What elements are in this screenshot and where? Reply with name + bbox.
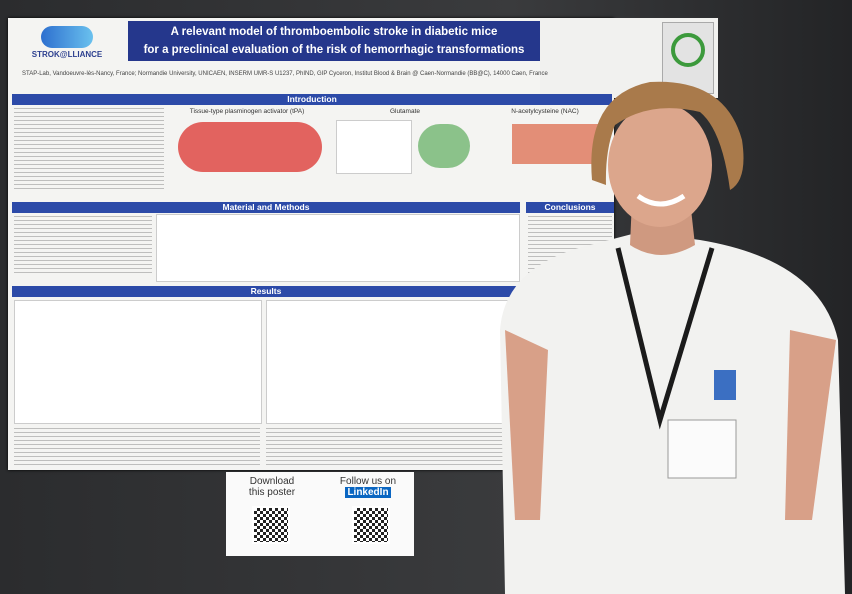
figure xyxy=(418,124,470,168)
qr-code xyxy=(352,506,390,544)
arm xyxy=(785,330,836,520)
title-line: for a preclinical evaluation of the risk… xyxy=(143,44,525,56)
badge-icon xyxy=(671,33,705,67)
linkedin-label: LinkedIn xyxy=(345,487,391,498)
section-header: Material and Methods xyxy=(12,202,520,213)
pin xyxy=(714,370,736,400)
qr-sign: Download this poster Follow us on Linked… xyxy=(226,472,414,556)
text-block xyxy=(14,108,164,192)
sign-text: Download this poster xyxy=(232,476,312,498)
lanyard xyxy=(615,247,715,430)
figure xyxy=(512,124,598,164)
results-figure xyxy=(14,300,262,424)
panel-title: Tissue-type plasminogen activator (tPA) xyxy=(189,108,305,115)
face xyxy=(608,103,712,227)
poster-title: A relevant model of thromboembolic strok… xyxy=(128,21,540,61)
affiliation: STAP-Lab, Vandoeuvre-lès-Nancy, France; … xyxy=(22,71,548,77)
t-shirt xyxy=(500,232,845,594)
name-badge xyxy=(667,419,737,479)
sign-line: this poster xyxy=(248,487,296,498)
sign-line: Download xyxy=(249,476,295,487)
figure xyxy=(178,122,322,172)
text-block xyxy=(266,428,518,466)
logo-text: STROK@LLIANCE xyxy=(31,50,103,59)
badge xyxy=(662,22,714,94)
text-block xyxy=(14,428,260,466)
hair xyxy=(591,81,744,190)
sign-line: Follow us on xyxy=(339,476,397,487)
qr-code xyxy=(252,506,290,544)
panel-title: Glutamate xyxy=(390,108,420,115)
title-line: A relevant model of thromboembolic strok… xyxy=(170,26,498,38)
section-header: Conclusions xyxy=(526,202,614,213)
poster-header-right xyxy=(540,18,718,98)
results-figure xyxy=(266,300,520,424)
sign-text: Follow us on LinkedIn xyxy=(326,476,410,498)
text-block xyxy=(14,216,152,276)
logo: STROK@LLIANCE xyxy=(22,26,112,66)
methods-figure xyxy=(156,214,520,282)
arm xyxy=(505,330,548,520)
section-header: Introduction xyxy=(12,94,612,105)
section-header: Results xyxy=(12,286,520,297)
logo-mark xyxy=(41,26,93,48)
smile xyxy=(636,193,686,207)
figure xyxy=(336,120,412,174)
panel-title: N-acetylcysteine (NAC) xyxy=(511,108,579,115)
